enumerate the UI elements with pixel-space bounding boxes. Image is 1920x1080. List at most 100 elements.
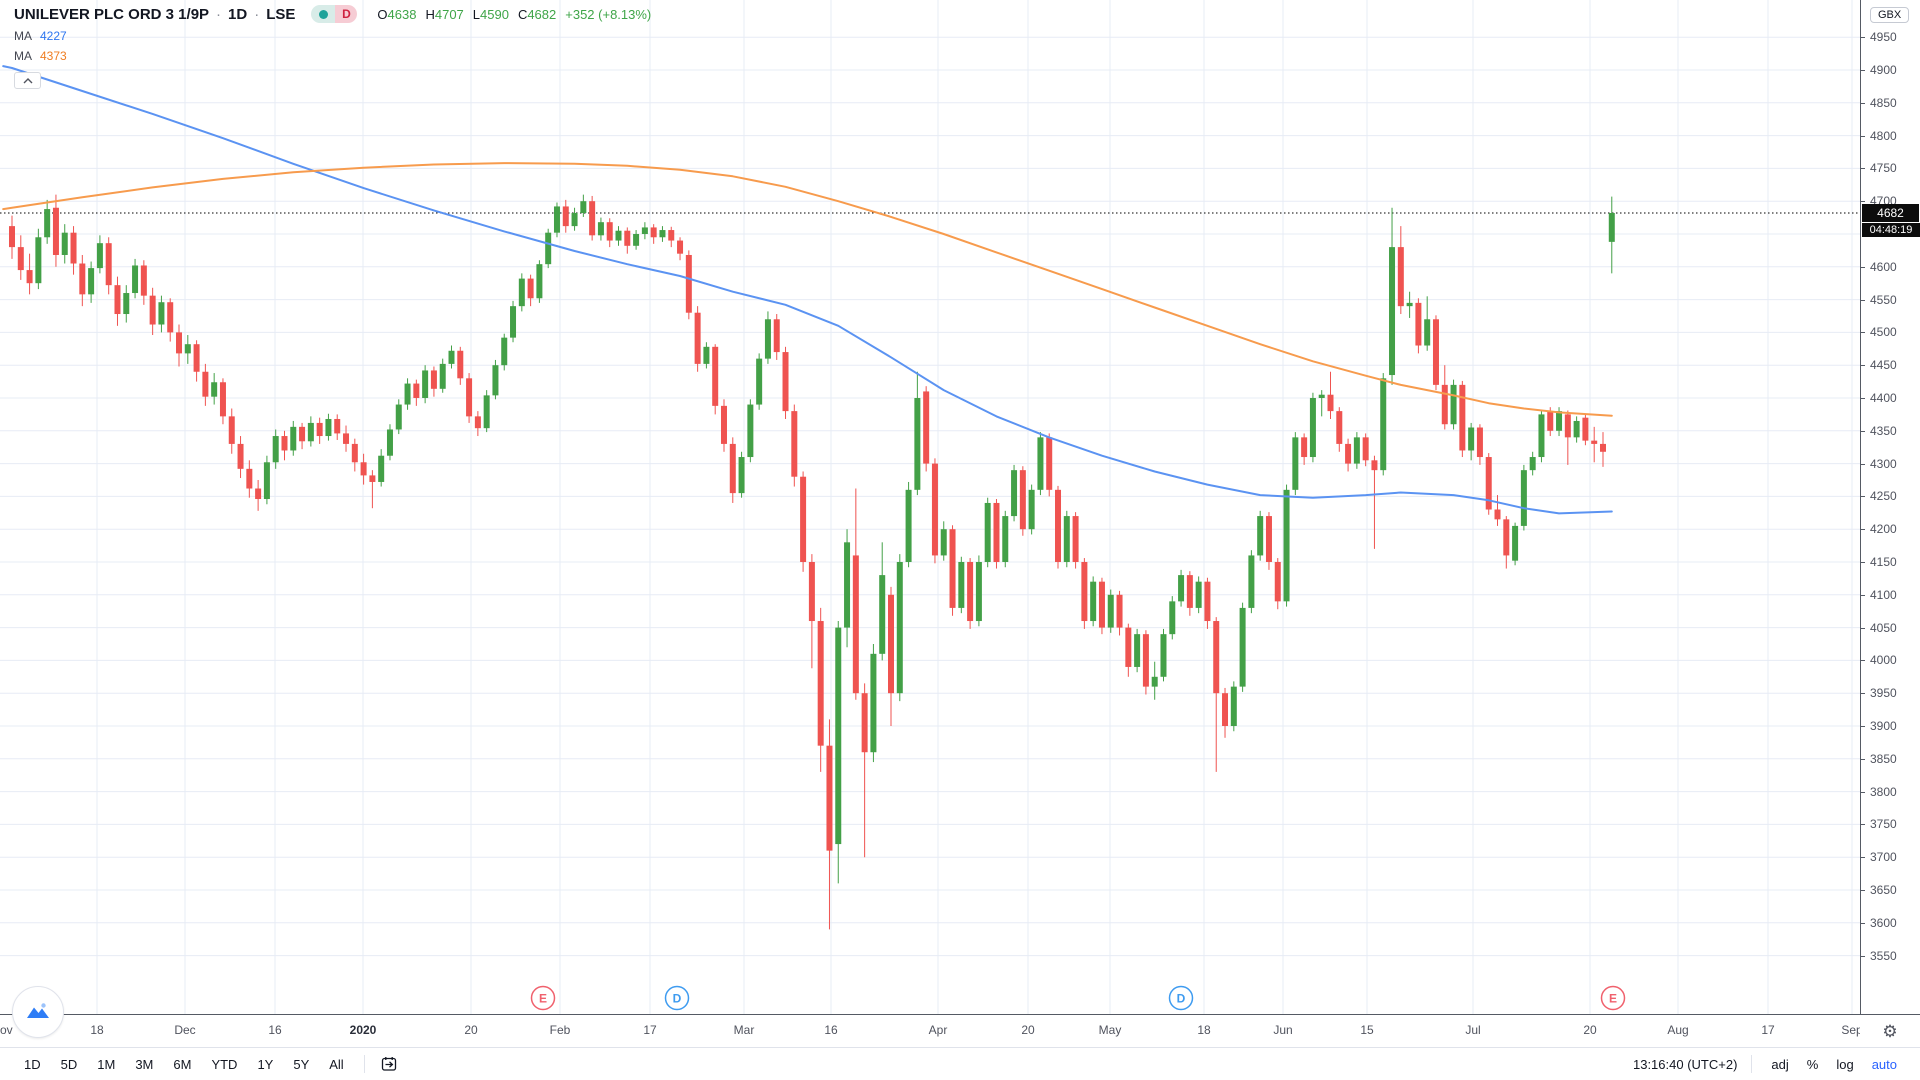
scale-mode-percent[interactable]: % (1798, 1053, 1828, 1076)
candle-body (1028, 489, 1035, 530)
time-tick-label: Sep (1841, 1023, 1860, 1037)
currency-badge[interactable]: GBX (1870, 7, 1910, 23)
candle-body (299, 426, 306, 442)
candle-body (474, 416, 481, 429)
scale-mode-auto[interactable]: auto (1863, 1053, 1906, 1076)
price-tick (1861, 561, 1865, 563)
candle-body (79, 263, 86, 295)
range-button-5d[interactable]: 5D (51, 1053, 88, 1076)
candle-body (747, 404, 754, 458)
candle-body (597, 222, 604, 236)
candle-body (861, 693, 868, 753)
candle-body (949, 529, 956, 608)
price-tick (1861, 791, 1865, 793)
candle-body (351, 443, 358, 463)
candle-body (879, 575, 886, 654)
range-button-6m[interactable]: 6M (163, 1053, 201, 1076)
candle-body (430, 370, 437, 389)
separator: · (216, 5, 222, 23)
time-tick-label: Apr (928, 1023, 948, 1037)
candle-body (1476, 427, 1483, 458)
candle-body (931, 463, 938, 556)
price-tick (1861, 758, 1865, 760)
go-to-date-button[interactable] (375, 1054, 404, 1074)
ma-fast-row[interactable]: MA 4227 (14, 29, 651, 43)
candle-body (193, 344, 200, 372)
ohlc-values: O4638 H4707 L4590 C4682 +352 (+8.13%) (377, 7, 651, 22)
candle-body (545, 232, 552, 265)
time-tick-label: 16 (824, 1023, 838, 1037)
candle-body (896, 561, 903, 694)
ma-slow-row[interactable]: MA 4373 (14, 49, 651, 63)
calendar-goto-icon (381, 1057, 396, 1071)
range-button-1m[interactable]: 1M (87, 1053, 125, 1076)
candle-body (1160, 634, 1167, 677)
scale-mode-adj[interactable]: adj (1762, 1053, 1797, 1076)
price-tick-label: 4250 (1870, 489, 1897, 504)
candle-body (510, 306, 517, 338)
range-button-3m[interactable]: 3M (125, 1053, 163, 1076)
candlestick-chart[interactable]: E D D E (0, 0, 1860, 1014)
candle-body (334, 418, 341, 434)
candle-body (615, 230, 622, 241)
candle-body (9, 226, 15, 248)
candle-body (553, 206, 560, 233)
candle-body (1468, 427, 1475, 451)
settings-gear-icon[interactable]: ⚙ (1882, 1021, 1898, 1041)
candle-body (756, 358, 763, 405)
earnings-marker[interactable] (1600, 985, 1626, 1011)
candle-body (228, 416, 235, 444)
range-button-all[interactable]: All (319, 1053, 353, 1076)
candle-body (343, 433, 350, 444)
time-tick-label: Jun (1273, 1023, 1293, 1037)
chart-logo-button[interactable] (12, 986, 64, 1038)
interval-label: 1D (228, 5, 248, 23)
candle-body (650, 227, 657, 238)
candle-body (176, 332, 183, 354)
range-button-ytd[interactable]: YTD (201, 1053, 247, 1076)
candle-body (1556, 411, 1563, 431)
price-tick (1861, 201, 1865, 203)
time-tick-label: 2020 (349, 1023, 377, 1037)
price-axis[interactable]: GBX 4682 04:48:19 4950 4900 4850 4800 4750 47… (1860, 0, 1920, 1014)
collapse-legend-button[interactable] (14, 72, 41, 89)
dividend-marker[interactable] (664, 985, 690, 1011)
candle-body (1090, 581, 1097, 622)
price-tick (1861, 365, 1865, 367)
symbol-row[interactable]: UNILEVER PLC ORD 3 1/9P · 1D · LSE D O46… (14, 5, 651, 23)
candle-body (1336, 411, 1343, 444)
dividend-marker[interactable] (1168, 985, 1194, 1011)
ma-fast-label: MA (14, 29, 32, 43)
price-tick-label: 3750 (1870, 817, 1897, 832)
candle-body (1107, 594, 1114, 628)
candle-body (1327, 394, 1334, 412)
clock-display[interactable]: 13:16:40 (UTC+2) (1632, 1056, 1738, 1072)
high-value: 4707 (434, 6, 464, 22)
last-price-badge: 4682 (1862, 204, 1919, 222)
earnings-marker[interactable] (530, 985, 556, 1011)
candle-body (422, 370, 429, 398)
scale-mode-log[interactable]: log (1827, 1053, 1862, 1076)
candle-body (492, 365, 499, 396)
separator: · (254, 5, 260, 23)
candle-body (1292, 437, 1299, 490)
candle-body (457, 350, 464, 379)
candle-body (712, 346, 719, 406)
range-button-1y[interactable]: 1Y (247, 1053, 283, 1076)
range-button-5y[interactable]: 5Y (283, 1053, 319, 1076)
axis-corner: ⚙ (1860, 1014, 1920, 1047)
candle-body (1151, 676, 1158, 687)
time-axis[interactable]: Nov18Dec16202020Feb17Mar16Apr20May18Jun1… (0, 1014, 1860, 1047)
chevron-up-icon (23, 77, 32, 83)
price-tick (1861, 168, 1865, 170)
candle-body (738, 457, 745, 494)
price-tick-label: 3650 (1870, 882, 1897, 897)
marker-letter: D (1177, 992, 1186, 1006)
candle-body (967, 561, 974, 622)
candle-body (659, 230, 666, 238)
candle-body (246, 468, 253, 489)
range-button-1d[interactable]: 1D (14, 1053, 51, 1076)
price-tick-label: 4800 (1870, 128, 1897, 143)
candle-body (1564, 414, 1571, 438)
market-status-toggle[interactable]: D (311, 5, 358, 23)
